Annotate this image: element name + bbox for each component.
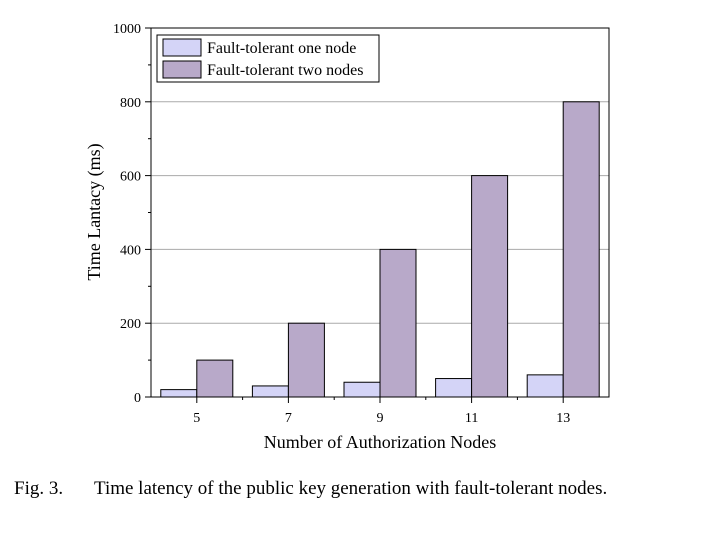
axes: 0 200 400 600 800 1000 5 7 9 11 13	[113, 22, 570, 426]
bar-two-nodes	[379, 248, 417, 398]
bar-two-nodes	[562, 101, 600, 398]
bar-two-nodes	[287, 322, 325, 398]
legend-swatch-two-nodes	[162, 60, 202, 79]
y-tick-label: 800	[120, 96, 141, 111]
y-tick-label: 400	[120, 243, 141, 258]
y-tick-label: 600	[120, 170, 141, 185]
figure-number: Fig. 3.	[14, 478, 64, 499]
bar-one-node	[526, 374, 564, 398]
y-axis-label: Time Lantacy (ms)	[84, 143, 105, 280]
x-tick-label: 7	[285, 411, 292, 426]
caption-text: Time latency of the public key generatio…	[94, 478, 608, 499]
x-axis-label: Number of Authorization Nodes	[264, 432, 496, 452]
y-tick-label: 0	[134, 391, 141, 406]
legend-label-two-nodes: Fault-tolerant two nodes	[207, 62, 363, 79]
x-tick-label: 11	[465, 411, 478, 426]
y-tick-label: 1000	[113, 22, 141, 37]
bar-chart: 0 200 400 600 800 1000 5 7 9 11 13 Number of Autho…	[84, 22, 610, 452]
figure-caption: Fig. 3. Time latency of the public key ge…	[14, 478, 704, 500]
legend-label-one-node: Fault-tolerant one node	[207, 40, 356, 57]
bar-one-node	[251, 385, 289, 398]
bar-one-node	[435, 378, 473, 398]
y-tick-label: 200	[120, 317, 141, 332]
legend-swatch-one-node	[162, 38, 202, 57]
bar-one-node	[343, 381, 381, 398]
x-tick-label: 5	[193, 411, 200, 426]
x-tick-label: 13	[556, 411, 570, 426]
bar-two-nodes	[471, 175, 509, 398]
bar-one-node	[160, 389, 198, 398]
x-tick-label: 9	[377, 411, 384, 426]
legend: Fault-tolerant one node Fault-tolerant t…	[156, 34, 380, 83]
bar-two-nodes	[196, 359, 234, 398]
